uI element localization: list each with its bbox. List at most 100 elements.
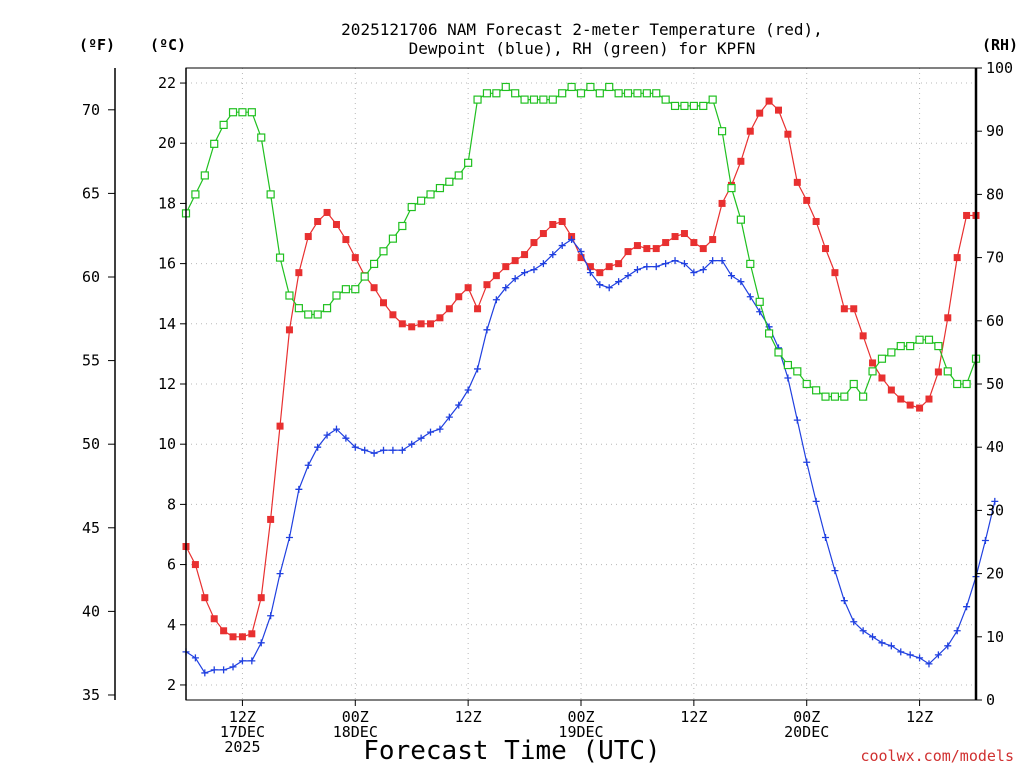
- temperature-point: [934, 368, 942, 376]
- rh-point: [736, 215, 745, 224]
- temperature-point: [276, 422, 284, 430]
- dewpoint-point: [718, 257, 726, 265]
- dewpoint-point: [756, 308, 764, 316]
- rh-point: [482, 89, 492, 98]
- temperature-point: [737, 157, 745, 165]
- rh-point: [689, 101, 698, 111]
- rh-point: [812, 386, 821, 395]
- dewpoint-point: [361, 446, 369, 454]
- rh-point: [906, 341, 915, 351]
- dewpoint-point: [398, 446, 406, 454]
- dewpoint-point: [633, 266, 641, 274]
- rh-tick-label: 60: [986, 312, 1004, 330]
- dewpoint-point: [568, 236, 576, 244]
- x-tick-label: 12Z: [229, 708, 256, 726]
- dewpoint-point: [417, 434, 425, 442]
- rh-point: [783, 360, 793, 370]
- temperature-point: [916, 404, 924, 412]
- rh-point: [407, 202, 416, 212]
- dewpoint-point: [276, 570, 284, 578]
- temperature-point: [775, 106, 782, 114]
- dewpoint-point: [662, 260, 670, 268]
- rh-point: [257, 133, 266, 142]
- rh-point: [943, 367, 952, 376]
- dewpoint-point: [934, 651, 942, 659]
- temperature-point: [238, 633, 246, 641]
- temperature-point: [596, 269, 604, 277]
- x-tick-label: 20DEC: [784, 723, 829, 741]
- dewpoint-point: [596, 281, 604, 289]
- rh-point: [322, 304, 332, 313]
- dewpoint-point: [558, 242, 566, 250]
- temperature-point: [558, 217, 566, 225]
- series-layer: [181, 82, 999, 677]
- rh-point: [821, 392, 830, 401]
- rh-point: [285, 291, 294, 300]
- rh-point: [717, 127, 727, 136]
- rh-point: [275, 253, 285, 262]
- rh-point: [388, 234, 398, 243]
- dewpoint-point: [539, 260, 547, 268]
- temperature-point: [756, 109, 764, 117]
- rh-point: [755, 297, 764, 306]
- temperature-point: [859, 332, 867, 340]
- rh-point: [341, 285, 350, 294]
- temperature-point: [220, 627, 228, 635]
- celsius-tick-label: 14: [158, 315, 176, 333]
- celsius-tick-label: 10: [158, 435, 176, 453]
- rh-point: [219, 120, 228, 129]
- temperature-point: [963, 211, 971, 219]
- dewpoint-point: [530, 266, 538, 274]
- temperature-point: [624, 248, 632, 256]
- dewpoint-point: [389, 446, 397, 454]
- dewpoint-point: [586, 269, 594, 277]
- dewpoint-point: [991, 497, 999, 505]
- rh-point: [642, 89, 651, 98]
- rh-point: [699, 101, 708, 111]
- fahrenheit-unit-label: (ºF): [79, 36, 115, 54]
- dewpoint-point: [191, 654, 199, 662]
- temperature-point: [822, 245, 830, 253]
- rh-point: [417, 196, 426, 205]
- x-tick-label: 00Z: [567, 708, 594, 726]
- dewpoint-point: [511, 275, 519, 283]
- temperature-point: [267, 515, 275, 523]
- rh-point: [539, 95, 548, 104]
- temperature-point: [652, 245, 660, 253]
- temperature-point: [793, 178, 801, 186]
- rh-point: [473, 95, 482, 104]
- rh-point: [670, 101, 680, 111]
- temperature-point: [389, 311, 397, 319]
- fahrenheit-tick-label: 60: [82, 268, 100, 286]
- fahrenheit-tick-label: 65: [82, 184, 100, 202]
- temperature-point: [577, 254, 585, 262]
- rh-point: [859, 392, 868, 401]
- dewpoint-point: [925, 660, 933, 668]
- rh-point: [934, 341, 943, 351]
- dewpoint-series-line: [185, 238, 996, 674]
- dewpoint-point: [680, 260, 688, 268]
- dewpoint-point: [436, 425, 444, 433]
- temperature-point: [831, 269, 839, 277]
- rh-point: [247, 108, 256, 117]
- dewpoint-point: [304, 461, 312, 469]
- temperature-point: [323, 208, 331, 216]
- dewpoint-point: [502, 284, 510, 292]
- rh-point: [351, 285, 360, 294]
- rh-point: [727, 183, 736, 193]
- temperature-point: [690, 239, 698, 247]
- rh-point: [464, 158, 473, 167]
- temperature-point: [850, 305, 858, 313]
- temperature-point: [633, 242, 641, 250]
- x-tick-label: 19DEC: [558, 723, 603, 741]
- temperature-point: [257, 594, 265, 602]
- rh-point: [877, 354, 887, 363]
- rh-point: [793, 367, 802, 376]
- rh-point: [379, 247, 388, 256]
- dewpoint-point: [474, 365, 482, 373]
- temperature-point: [718, 199, 726, 207]
- dewpoint-point: [887, 642, 895, 650]
- dewpoint-point: [220, 666, 228, 674]
- dewpoint-point: [784, 374, 792, 382]
